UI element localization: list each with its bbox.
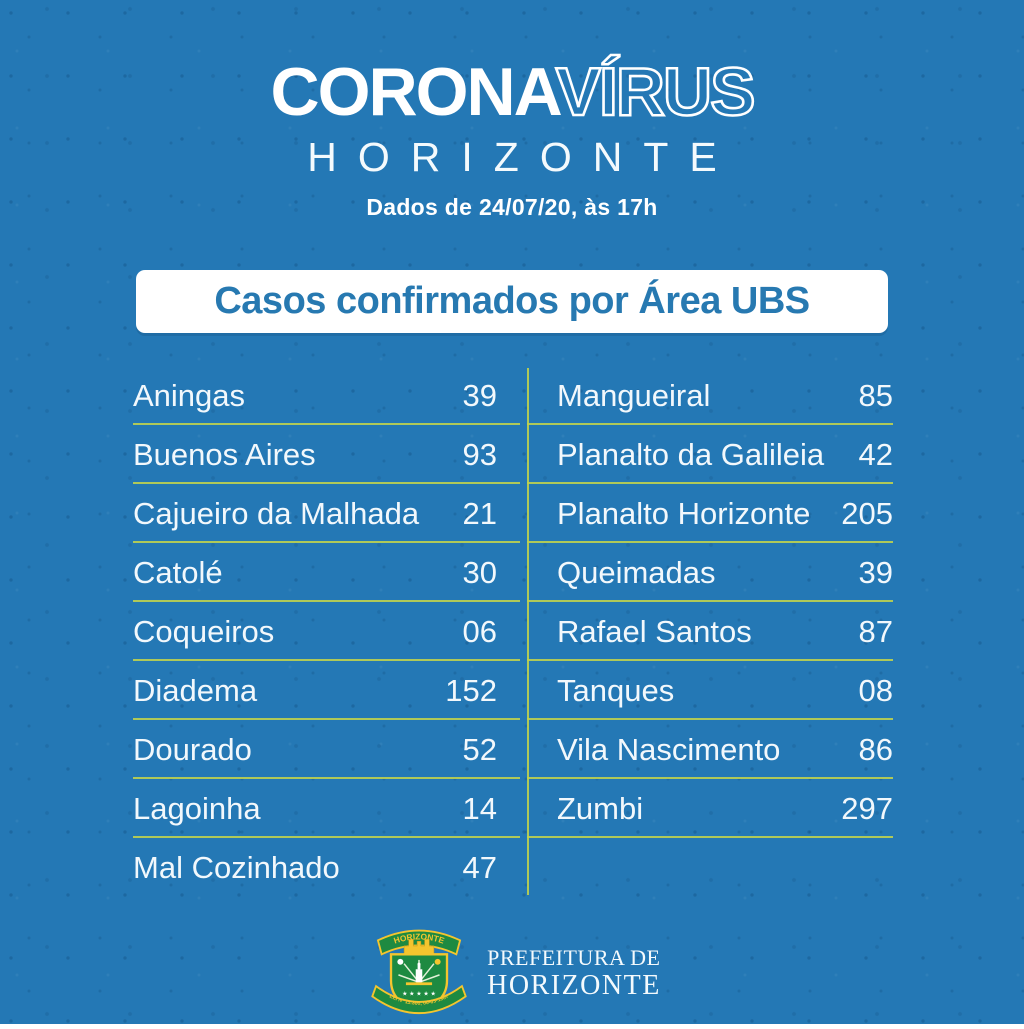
- ubs-area-name: Dourado: [133, 731, 252, 767]
- horizonte-crest: ★ ★ ★ ★ ★ HORIZONTE LEI Nº 11.300, 06-03…: [371, 929, 467, 1014]
- ubs-area-cases: 52: [462, 731, 497, 767]
- ubs-area-cases: 14: [462, 790, 497, 826]
- ubs-area-cases: 39: [462, 377, 497, 413]
- section-title-panel: Casos confirmados por Área UBS: [136, 270, 888, 333]
- table-row: Lagoinha 14: [133, 779, 527, 838]
- table-column-right: Mangueiral 85 Planalto da Galileia 42 Pl…: [527, 366, 893, 838]
- table-row: Dourado 52: [133, 720, 527, 779]
- main-title: CORONAVÍRUS: [0, 57, 1024, 128]
- ubs-area-cases: 87: [858, 613, 893, 649]
- ubs-area-name: Aningas: [133, 377, 246, 413]
- table-row: Tanques 08: [527, 661, 893, 720]
- ubs-area-name: Planalto da Galileia: [557, 436, 825, 472]
- ubs-area-name: Tanques: [557, 672, 675, 708]
- ubs-area-cases: 93: [462, 436, 497, 472]
- ubs-area-cases: 85: [858, 377, 893, 413]
- table-row: Rafael Santos 87: [527, 602, 893, 661]
- table-row: Buenos Aires 93: [133, 425, 527, 484]
- ubs-area-name: Mangueiral: [557, 377, 711, 413]
- table-row: Planalto Horizonte 205: [527, 484, 893, 543]
- table-row: Mal Cozinhado 47: [133, 838, 527, 897]
- ubs-area-name: Zumbi: [557, 790, 644, 826]
- crest-base-bar: [406, 982, 433, 986]
- cases-table: Aningas 39 Buenos Aires 93 Cajueiro da M…: [133, 366, 893, 897]
- table-row: Mangueiral 85: [527, 366, 893, 425]
- table-column-left: Aningas 39 Buenos Aires 93 Cajueiro da M…: [133, 366, 527, 897]
- main-title-solid: CORONA: [270, 54, 558, 130]
- crest-cashew-icon: [434, 958, 441, 965]
- ubs-area-cases: 47: [462, 849, 497, 885]
- table-row: Zumbi 297: [527, 779, 893, 838]
- org-name-line1: PREFEITURA DE: [487, 944, 661, 970]
- ubs-area-cases: 86: [858, 731, 893, 767]
- ubs-area-name: Mal Cozinhado: [133, 849, 340, 885]
- table-row: Coqueiros 06: [133, 602, 527, 661]
- ubs-area-name: Diadema: [133, 672, 258, 708]
- crest-church-icon: [415, 962, 423, 983]
- crest-dove-icon: [397, 958, 404, 965]
- ubs-area-cases: 21: [462, 495, 497, 531]
- ubs-area-cases: 297: [841, 790, 893, 826]
- crest-stars: ★ ★ ★ ★ ★: [402, 990, 436, 997]
- ubs-area-name: Catolé: [133, 554, 223, 590]
- table-row: Planalto da Galileia 42: [527, 425, 893, 484]
- ubs-area-name: Vila Nascimento: [557, 731, 781, 767]
- ubs-area-cases: 06: [462, 613, 497, 649]
- ubs-area-name: Cajueiro da Malhada: [133, 495, 420, 531]
- ubs-area-cases: 42: [858, 436, 893, 472]
- ubs-area-cases: 205: [841, 495, 893, 531]
- ubs-area-name: Lagoinha: [133, 790, 261, 826]
- table-row: Aningas 39: [133, 366, 527, 425]
- table-row: Diadema 152: [133, 661, 527, 720]
- crest-law-ribbon: [371, 984, 467, 1014]
- ubs-area-cases: 39: [858, 554, 893, 590]
- main-title-outline: VÍRUS: [554, 54, 756, 130]
- ubs-area-name: Queimadas: [557, 554, 716, 590]
- header: CORONAVÍRUS HORIZONTE Dados de 24/07/20,…: [0, 57, 1024, 221]
- ubs-area-name: Coqueiros: [133, 613, 275, 649]
- table-row: Queimadas 39: [527, 543, 893, 602]
- table-row: Vila Nascimento 86: [527, 720, 893, 779]
- section-title: Casos confirmados por Área UBS: [214, 280, 810, 322]
- ubs-area-cases: 30: [462, 554, 497, 590]
- ubs-area-cases: 08: [858, 672, 893, 708]
- ubs-area-name: Buenos Aires: [133, 436, 316, 472]
- crest-castle-icon: [403, 939, 435, 958]
- ubs-area-name: Rafael Santos: [557, 613, 752, 649]
- table-row: Catolé 30: [133, 543, 527, 602]
- org-name: PREFEITURA DE HORIZONTE: [487, 944, 661, 1001]
- org-name-line2: HORIZONTE: [487, 969, 661, 1001]
- table-row: Cajueiro da Malhada 21: [133, 484, 527, 543]
- ubs-area-name: Planalto Horizonte: [557, 495, 811, 531]
- dateline: Dados de 24/07/20, às 17h: [366, 194, 658, 220]
- city-title: HORIZONTE: [307, 134, 738, 180]
- ubs-area-cases: 152: [445, 672, 497, 708]
- footer: ★ ★ ★ ★ ★ HORIZONTE LEI Nº 11.300, 06-03…: [0, 917, 1024, 1029]
